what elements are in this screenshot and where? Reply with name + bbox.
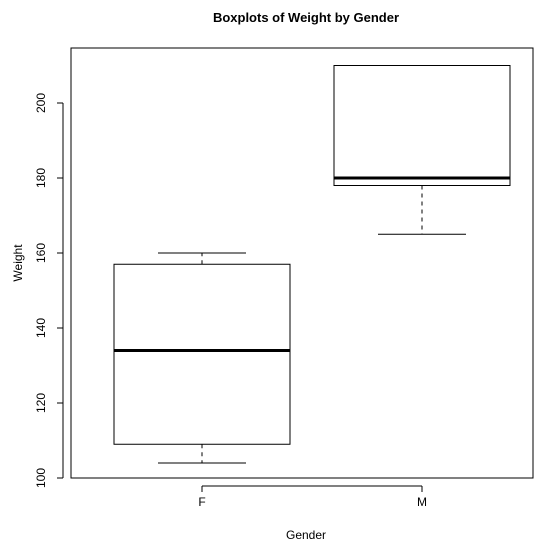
- y-tick-label: 120: [34, 393, 48, 413]
- x-tick-label: F: [198, 495, 205, 509]
- chart-title: Boxplots of Weight by Gender: [213, 10, 399, 25]
- y-tick-label: 180: [34, 168, 48, 188]
- x-axis-label: Gender: [286, 528, 326, 542]
- y-axis-label: Weight: [11, 244, 25, 282]
- box-F: [113, 252, 291, 464]
- iqr-box: [333, 65, 511, 186]
- boxes-group: [113, 65, 511, 464]
- iqr-box: [113, 263, 291, 445]
- box-M: [333, 65, 511, 235]
- y-tick-label: 100: [34, 468, 48, 488]
- y-tick-label: 140: [34, 318, 48, 338]
- x-tick-label: M: [417, 495, 427, 509]
- y-tick-label: 160: [34, 243, 48, 263]
- y-tick-label: 200: [34, 93, 48, 113]
- y-axis: 100 120 140 160 180 200: [34, 93, 64, 488]
- plot-frame: [70, 47, 534, 479]
